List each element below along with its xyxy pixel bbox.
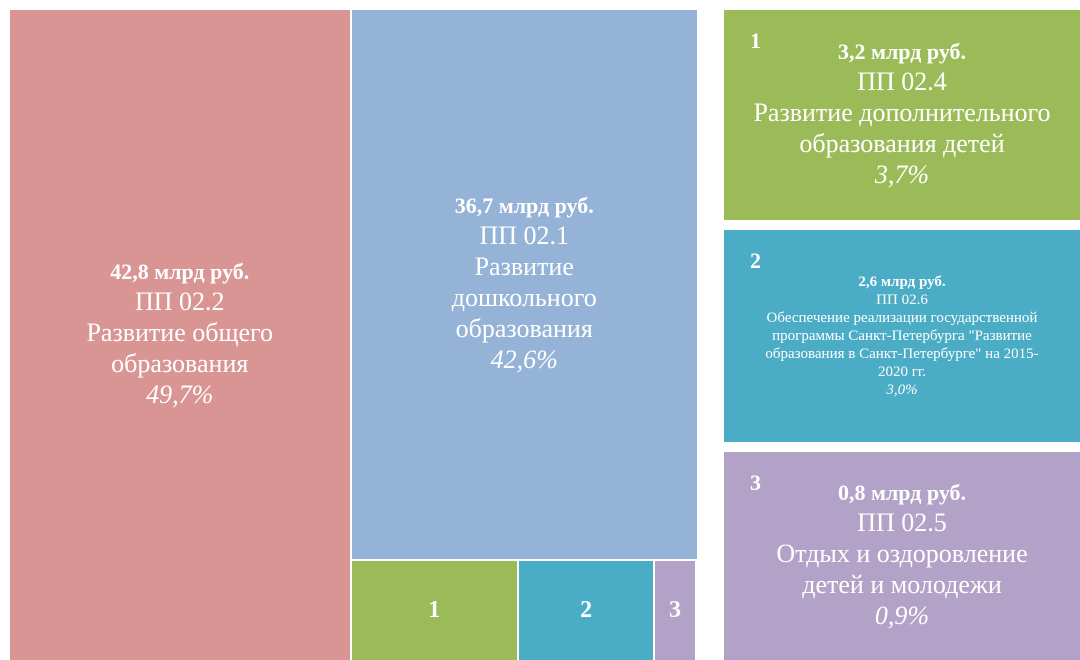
detail-panel: 1 3,2 млрд руб. ПП 02.4 Развитие дополнител… (724, 10, 1080, 220)
program-code: ПП 02.4 (857, 66, 947, 96)
tile-marker: 3 (669, 597, 682, 624)
tile-marker: 1 (428, 597, 441, 624)
detail-panel: 2 2,6 млрд руб. ПП 02.6 Обеспечение реализа… (724, 230, 1080, 442)
program-code: ПП 02.1 (479, 220, 570, 250)
share-label: 0,9% (874, 601, 930, 631)
amount-label: 3,2 млрд руб. (837, 39, 967, 65)
amount-label: 36,7 млрд руб. (454, 193, 594, 219)
program-name: Развитие общего образования (86, 318, 274, 379)
tile: 3 (655, 560, 695, 660)
tile: 1 (351, 560, 517, 660)
share-label: 3,7% (874, 160, 930, 190)
panel-marker: 3 (750, 470, 761, 495)
share-label: 42,6% (490, 345, 558, 375)
amount-label: 2,6 млрд руб. (858, 274, 946, 290)
tile: 2 (519, 560, 654, 660)
detail-panel: 3 0,8 млрд руб. ПП 02.5 Отдых и оздоровлени… (724, 452, 1080, 660)
program-code: ПП 02.5 (857, 507, 947, 537)
tile: 42,8 млрд руб. ПП 02.2 Развитие общего обр… (10, 10, 350, 660)
program-name: Обеспечение реализации государственной п… (765, 310, 1039, 380)
program-name: Развитие дошкольного образования (451, 251, 597, 344)
share-label: 49,7% (146, 380, 214, 410)
panel-marker: 1 (750, 28, 761, 53)
share-label: 3,0% (886, 382, 918, 398)
amount-label: 42,8 млрд руб. (110, 259, 250, 285)
program-name: Отдых и оздоровление детей и молодежи (776, 539, 1028, 600)
panel-marker: 2 (750, 248, 761, 273)
program-name: Развитие дополнительного образования дет… (753, 98, 1051, 159)
program-code: ПП 02.6 (876, 292, 928, 308)
tile-marker: 2 (580, 597, 593, 624)
program-code: ПП 02.2 (134, 286, 225, 316)
tile: 36,7 млрд руб. ПП 02.1 Развитие дошкольног… (351, 10, 697, 559)
amount-label: 0,8 млрд руб. (837, 480, 967, 506)
